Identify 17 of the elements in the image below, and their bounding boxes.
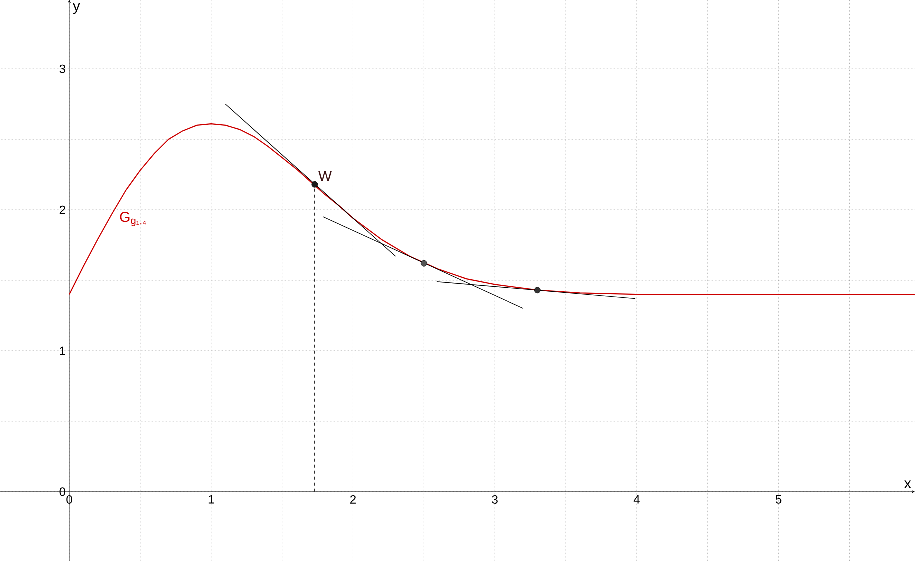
point xyxy=(534,287,541,294)
x-tick-label: 2 xyxy=(350,495,356,504)
x-axis-title: x xyxy=(904,480,912,488)
y-tick-label: 3 xyxy=(60,64,66,74)
y-tick-label: 0 xyxy=(60,488,66,496)
y-axis-title: y xyxy=(73,4,80,14)
x-tick-label: 0 xyxy=(66,495,72,504)
annotation: W xyxy=(318,171,332,182)
x-tick-label: 1 xyxy=(208,495,214,504)
y-tick-label: 1 xyxy=(60,346,66,356)
series-label: G$_{g₁,₄}$ xyxy=(120,212,146,226)
point xyxy=(312,181,318,188)
x-tick-label: 3 xyxy=(492,495,498,504)
point xyxy=(420,260,428,267)
x-tick-label: 4 xyxy=(634,495,640,504)
y-tick-label: 2 xyxy=(60,206,66,214)
x-tick-label: 5 xyxy=(776,495,782,504)
